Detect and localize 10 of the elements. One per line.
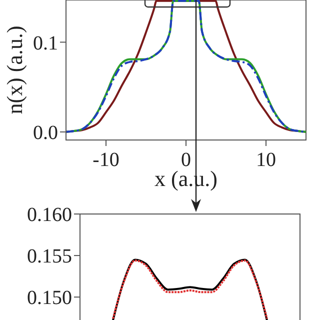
x-tick-label: -10 — [92, 149, 120, 171]
y-tick-label: 0.155 — [27, 246, 72, 268]
y-tick-label: 0.150 — [27, 287, 72, 310]
y-tick-label: 0.0 — [33, 122, 58, 144]
y-tick-label: 0.1 — [33, 32, 58, 54]
line-series — [66, 0, 306, 133]
x-tick-label: 0 — [181, 149, 191, 171]
x-tick-label: 10 — [256, 149, 276, 171]
y-tick-label: 0.160 — [27, 204, 72, 226]
y-axis-title: n(x) (a.u.) — [2, 26, 27, 114]
